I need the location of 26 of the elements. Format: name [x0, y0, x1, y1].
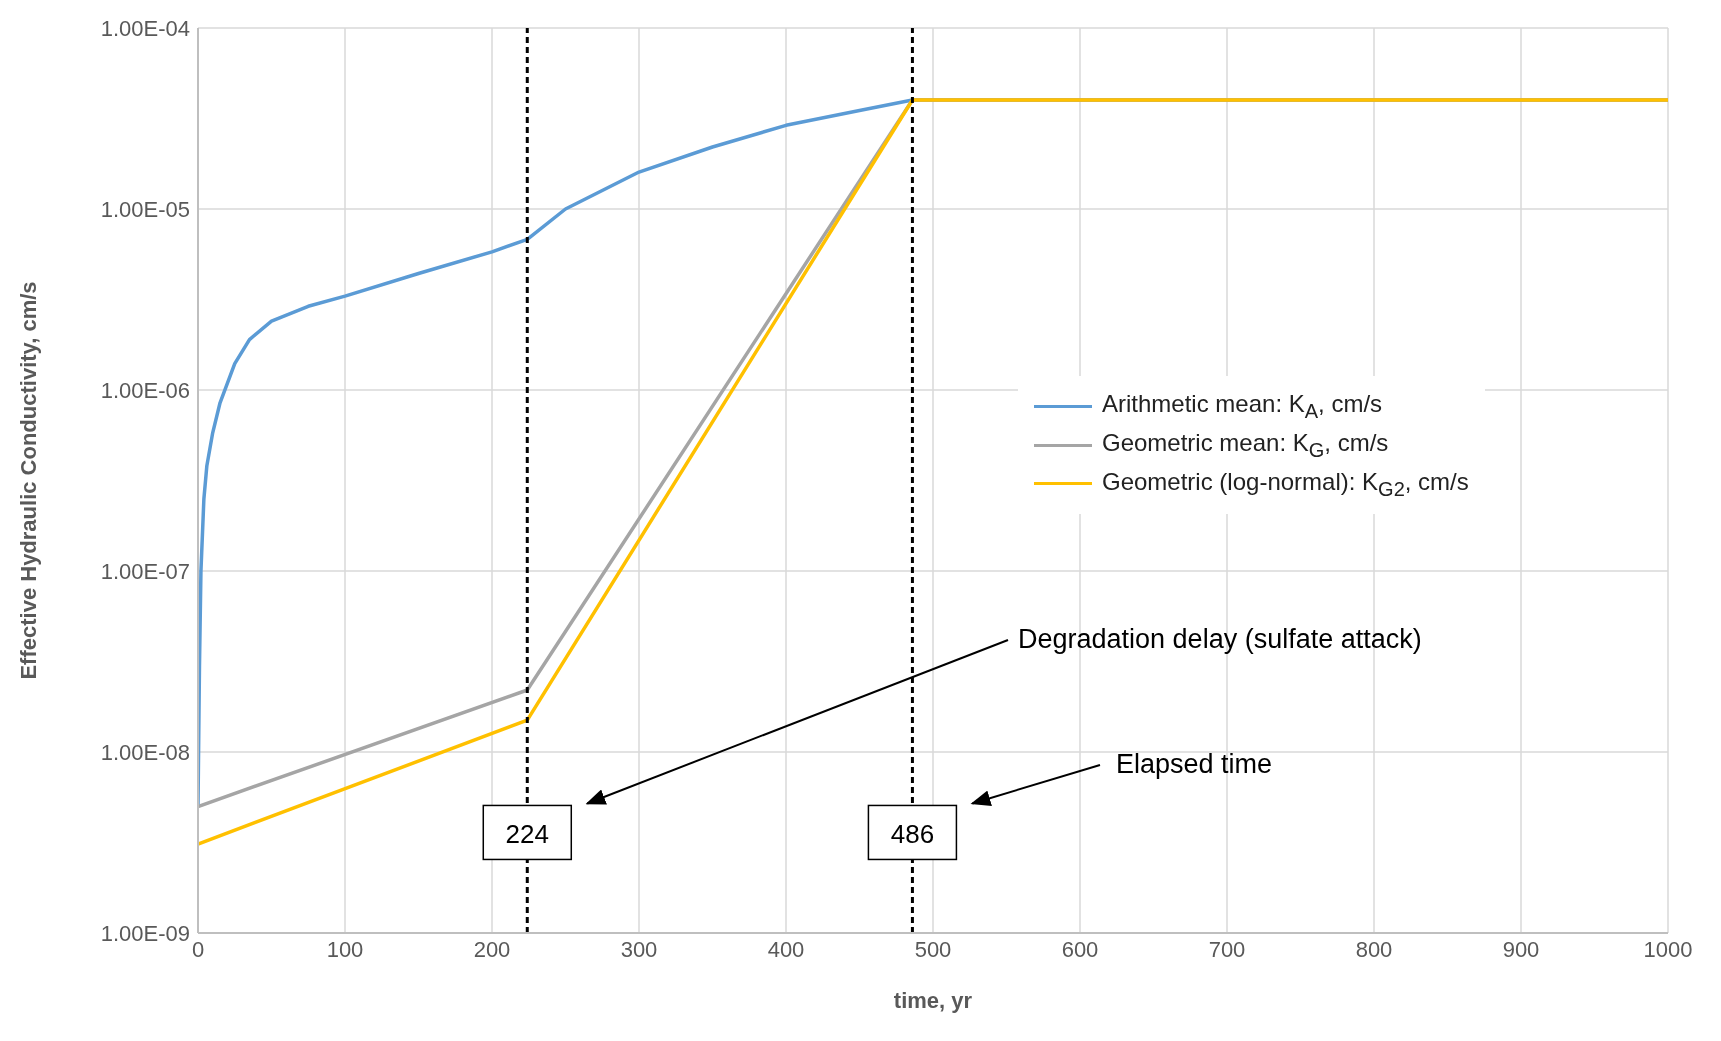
x-tick-label: 700	[1208, 936, 1246, 962]
legend-label: Geometric mean: K$_{G}$, cm/s	[1102, 428, 1389, 462]
annotation: Elapsed time	[1116, 749, 1273, 779]
legend-label: Arithmetic mean: K$_{A}$, cm/s	[1102, 390, 1383, 423]
y-tick-label: 1.00E-07	[100, 558, 190, 584]
x-tick-label: 200	[473, 936, 511, 962]
x-tick-label: 0	[191, 936, 205, 962]
y-axis-title: Effective Hydraulic Conductivity, cm/s	[15, 281, 41, 680]
x-tick-label: 1000	[1643, 936, 1693, 962]
legend-label: Geometric (log-normal): K$_{G2}$, cm/s	[1102, 467, 1469, 501]
x-tick-label: 400	[767, 936, 805, 962]
x-tick-label: 100	[326, 936, 364, 962]
x-tick-label: 300	[620, 936, 658, 962]
x-tick-label: 900	[1502, 936, 1540, 962]
annotation: Degradation delay (sulfate attack)	[1018, 624, 1422, 654]
x-tick-label: 800	[1355, 936, 1393, 962]
y-tick-label: 1.00E-08	[100, 739, 190, 765]
y-tick-label: 1.00E-06	[100, 377, 190, 403]
y-tick-label: 1.00E-05	[100, 196, 190, 222]
x-tick-label: 600	[1061, 936, 1099, 962]
ref-line-label: 224	[505, 819, 549, 850]
y-tick-label: 1.00E-09	[100, 920, 190, 946]
y-tick-label: 1.00E-04	[100, 15, 190, 41]
ref-line-label: 486	[890, 819, 935, 850]
x-axis-title: time, yr	[893, 988, 973, 1013]
x-tick-label: 500	[914, 936, 952, 962]
